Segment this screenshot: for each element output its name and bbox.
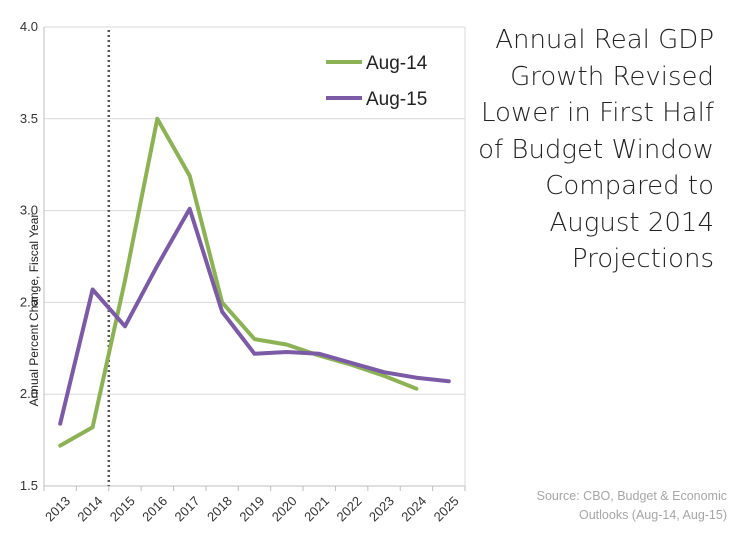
x-tick-label: 2019 [236, 493, 267, 524]
chart-title-line: Growth Revised [510, 61, 714, 92]
legend-label-aug-14: Aug-14 [366, 53, 428, 74]
chart-title-line: August 2014 [549, 207, 714, 238]
x-tick-label: 2014 [74, 493, 105, 524]
y-axis-label: Annual Percent Change, Fiscal Year [27, 214, 41, 407]
series-layer [58, 116, 451, 448]
y-tick-label: 2.0 [20, 386, 38, 401]
series-line-aug-14 [58, 116, 419, 448]
y-tick-label: 4.0 [20, 19, 38, 34]
chart-title: Annual Real GDP Growth Revised Lower in … [470, 22, 714, 278]
axes [43, 27, 466, 491]
source-note: Source: CBO, Budget & Economic Outlooks … [480, 487, 727, 525]
x-tick-label: 2015 [107, 493, 138, 524]
chart-title-line: Lower in First Half [481, 98, 714, 128]
x-tick-label: 2020 [269, 493, 300, 524]
chart-title-line: Projections [571, 244, 714, 274]
x-tick-label: 2023 [366, 493, 397, 524]
x-tick-label: 2025 [431, 493, 462, 524]
series-line-aug-15 [58, 206, 451, 426]
y-tick-label: 3.0 [20, 203, 38, 218]
source-note-line: Outlooks (Aug-14, Aug-15) [579, 508, 727, 522]
legend: Aug-14 Aug-15 [326, 53, 428, 110]
x-tick-label: 2024 [398, 493, 429, 524]
x-tick-label: 2018 [204, 493, 235, 524]
x-tick-label: 2021 [301, 493, 332, 524]
chart-title-line: Annual Real GDP [495, 25, 714, 55]
chart-title-line: Compared to [545, 171, 714, 201]
chart-title-line: of Budget Window [478, 134, 714, 165]
y-tick-label: 3.5 [20, 111, 38, 126]
source-note-line: Source: CBO, Budget & Economic [536, 489, 727, 503]
x-tick-label: 2017 [172, 493, 203, 524]
x-tick-label: 2022 [334, 493, 365, 524]
y-tick-label: 2.5 [20, 294, 38, 309]
legend-label-aug-15: Aug-15 [366, 89, 427, 110]
y-tick-label: 1.5 [20, 478, 38, 493]
x-tick-label: 2013 [42, 493, 73, 524]
x-tick-label: 2016 [139, 493, 170, 524]
